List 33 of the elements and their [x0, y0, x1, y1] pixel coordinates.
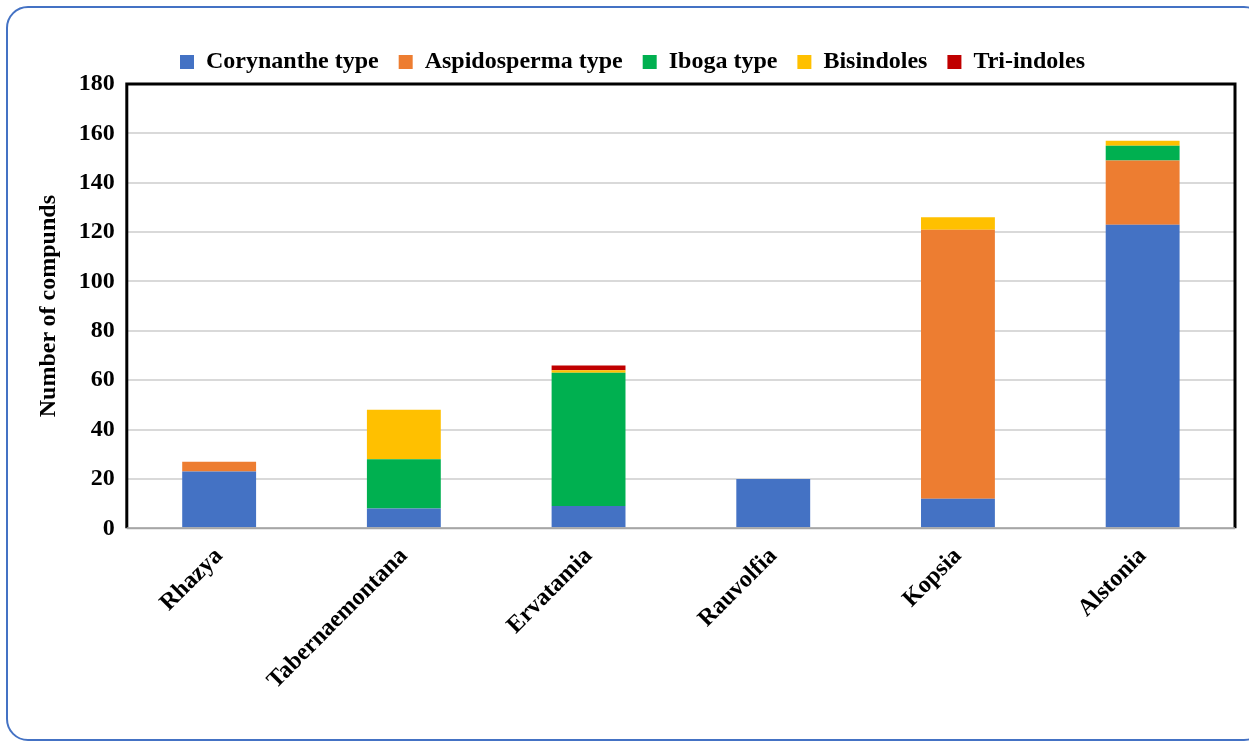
bar [551, 372, 626, 507]
bar [921, 229, 995, 499]
y-tick-label: 0 [102, 513, 115, 540]
legend-label: Corynanthe type [206, 47, 380, 74]
bar [366, 409, 441, 460]
bar [921, 217, 995, 230]
bar [1105, 224, 1180, 528]
y-axis-title: Number of compunds [33, 195, 60, 418]
y-tick-label: 80 [90, 316, 115, 343]
y-tick-label: 120 [78, 217, 115, 244]
bar [182, 461, 257, 472]
legend-label: Aspidosperma type [424, 47, 624, 74]
bar [1105, 140, 1180, 146]
bar [366, 459, 441, 509]
bar [736, 478, 811, 528]
bar [551, 370, 626, 373]
legend-label: Bisindoles [823, 47, 928, 74]
legend-label: Tri-indoles [973, 47, 1085, 74]
bar [551, 365, 626, 371]
bar [182, 471, 257, 528]
bar [1105, 145, 1180, 161]
y-tick-label: 60 [90, 365, 115, 392]
y-tick-label: 40 [90, 414, 115, 441]
y-tick-label: 140 [78, 167, 115, 194]
y-tick-label: 100 [78, 266, 115, 293]
bar [921, 498, 995, 528]
y-tick-label: 20 [90, 464, 115, 491]
bar [1105, 160, 1180, 225]
bar [366, 508, 441, 528]
y-tick-label: 160 [78, 118, 115, 145]
bar [551, 506, 626, 528]
legend-label: Iboga type [668, 47, 778, 74]
y-tick-label: 180 [78, 69, 115, 96]
